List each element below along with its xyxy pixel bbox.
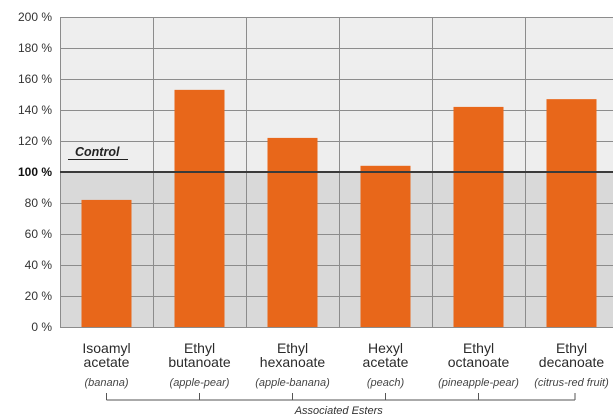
category-label-line2: decanoate [539, 354, 605, 370]
y-tick-label: 60 % [25, 227, 53, 241]
category-aroma-note: (apple-pear) [170, 377, 230, 389]
y-tick-label: 200 % [18, 10, 52, 24]
category-label-line2: octanoate [448, 354, 510, 370]
category-aroma-note: (pineapple-pear) [438, 377, 519, 389]
bar [546, 99, 597, 328]
y-tick-label: 180 % [18, 41, 52, 55]
below-control-band [60, 172, 613, 327]
above-control-band [60, 17, 613, 172]
category-label-line1: Hexyl [368, 340, 403, 356]
bar [81, 199, 132, 327]
y-tick-label: 120 % [18, 134, 52, 148]
category-label-line1: Ethyl [556, 340, 587, 356]
bar [360, 165, 411, 327]
bar [453, 106, 504, 328]
category-label-line2: acetate [363, 354, 409, 370]
y-tick-label: 100 % [18, 165, 52, 179]
category-label-line2: acetate [84, 354, 130, 370]
y-tick-label: 20 % [25, 289, 53, 303]
category-aroma-note: (citrus-red fruit) [534, 377, 609, 389]
category-label-line2: hexanoate [260, 354, 326, 370]
plot-background [60, 17, 613, 327]
control-label: Control [75, 145, 120, 159]
category-aroma-note: (peach) [367, 377, 405, 389]
category-aroma-note: (apple-banana) [255, 377, 330, 389]
y-tick-label: 160 % [18, 72, 52, 86]
y-tick-label: 140 % [18, 103, 52, 117]
control-marker: Control [60, 145, 613, 173]
category-label-line1: Ethyl [184, 340, 215, 356]
x-axis-categories: Isoamylacetate(banana)Ethylbutanoate(app… [82, 340, 609, 389]
associated-esters-bracket: Associated Esters [106, 393, 576, 417]
bar [174, 89, 225, 327]
y-tick-label: 40 % [25, 258, 53, 272]
category-aroma-note: (banana) [84, 377, 128, 389]
bar [267, 137, 318, 327]
category-label-line1: Isoamyl [82, 340, 130, 356]
category-label-line2: butanoate [168, 354, 230, 370]
category-label-line1: Ethyl [463, 340, 494, 356]
y-tick-label: 0 % [31, 320, 52, 334]
bars [81, 89, 597, 328]
category-label-line1: Ethyl [277, 340, 308, 356]
x-axis-title: Associated Esters [294, 405, 384, 417]
y-axis-ticks: 0 % 20 % 40 % 60 % 80 % 100 % 120 % 140 % 160 % 1… [18, 10, 52, 334]
y-tick-label: 80 % [25, 196, 53, 210]
